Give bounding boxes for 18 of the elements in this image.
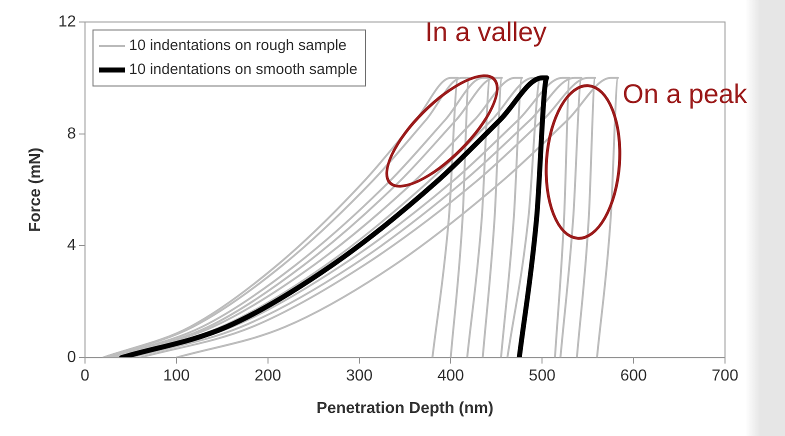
x-tick-label: 700 xyxy=(712,368,738,385)
x-tick-label: 100 xyxy=(163,368,190,385)
x-axis-title: Penetration Depth (nm) xyxy=(316,400,494,417)
x-tick-label: 200 xyxy=(254,368,282,385)
y-tick-label: 12 xyxy=(58,13,76,30)
y-tick-label: 4 xyxy=(67,237,76,254)
y-tick-label: 8 xyxy=(67,125,76,142)
y-tick-label: 0 xyxy=(67,349,76,366)
x-tick-label: 0 xyxy=(80,368,90,385)
y-axis-title: Force (mN) xyxy=(27,148,44,232)
x-tick-label: 600 xyxy=(620,368,648,385)
x-tick-label: 500 xyxy=(528,368,556,385)
legend-label: 10 indentations on smooth sample xyxy=(128,61,358,78)
x-tick-label: 400 xyxy=(437,368,464,385)
legend-label: 10 indentations on rough sample xyxy=(128,37,347,54)
annotation: In a valley xyxy=(425,17,547,48)
x-tick-label: 300 xyxy=(346,368,373,385)
annotation: On a peak xyxy=(622,78,748,109)
